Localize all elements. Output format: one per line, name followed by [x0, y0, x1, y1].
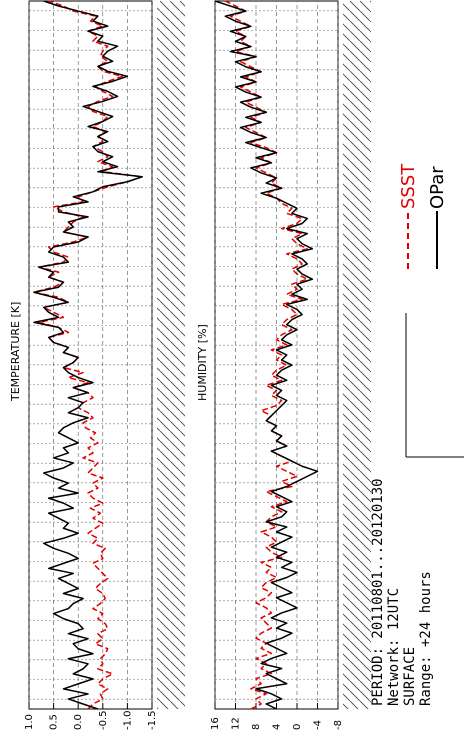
- temperature-y-tick-label: 0.5: [49, 714, 60, 730]
- temperature-series-ssst: [33, 0, 143, 710]
- info-block: PERIOD: 20110801...20120130 Network: 12U…: [370, 478, 434, 706]
- humidity-series-ssst: [224, 0, 308, 710]
- legend-label-opar: OPar: [427, 166, 448, 209]
- temperature-y-tick-label: -1.5: [147, 710, 158, 730]
- humidity-y-tick-label: -8: [333, 720, 344, 730]
- temperature-y-tick-label: -0.5: [98, 710, 109, 730]
- legend: SSST OPar: [398, 163, 464, 458]
- humidity-y-tick-label: 16: [210, 717, 221, 730]
- humidity-lines: [214, 0, 319, 710]
- humidity-y-axis: 16 12 8 4 0 -4 -8: [210, 703, 344, 730]
- humidity-y-tick-label: 4: [272, 724, 283, 730]
- humidity-y-tick-label: 8: [251, 724, 262, 730]
- temperature-title: TEMPERATURE [K]: [9, 302, 22, 402]
- temperature-lines: [33, 0, 143, 710]
- surface-text: SURFACE: [402, 647, 418, 706]
- legend-label-ssst: SSST: [398, 163, 419, 209]
- legend-item-ssst: SSST: [398, 163, 419, 269]
- period-text: PERIOD: 20110801...20120130: [370, 478, 386, 706]
- temperature-series-opar: [33, 0, 143, 710]
- temperature-panel: TEMPERATURE [K] 1.0 0.5 0.0 -0.5 -1.0 -1.5: [9, 0, 185, 730]
- humidity-grid: [214, 1, 339, 709]
- temperature-y-tick-label: 0.0: [73, 714, 84, 730]
- humidity-series-opar: [214, 0, 319, 710]
- legend-item-opar: OPar: [427, 166, 448, 269]
- humidity-title: HUMIDITY [%]: [196, 324, 209, 401]
- humidity-y-tick-label: 12: [231, 717, 242, 730]
- temperature-y-axis: 1.0 0.5 0.0 -0.5 -1.0 -1.5: [24, 703, 158, 730]
- temperature-y-tick-label: 1.0: [24, 714, 35, 730]
- humidity-panel: HUMIDITY [%] 16 12 8 4 0 -4 -8: [196, 0, 371, 730]
- temperature-frame: [28, 0, 153, 710]
- humidity-date-strip: [343, 1, 371, 709]
- humidity-y-tick-label: 0: [292, 724, 303, 730]
- range-text: Range: +24 hours: [418, 571, 434, 706]
- temperature-date-strip: [157, 1, 185, 709]
- temperature-y-tick-label: -1.0: [122, 710, 133, 730]
- network-text: Network: 12UTC: [386, 588, 402, 706]
- humidity-y-tick-label: -4: [313, 720, 324, 730]
